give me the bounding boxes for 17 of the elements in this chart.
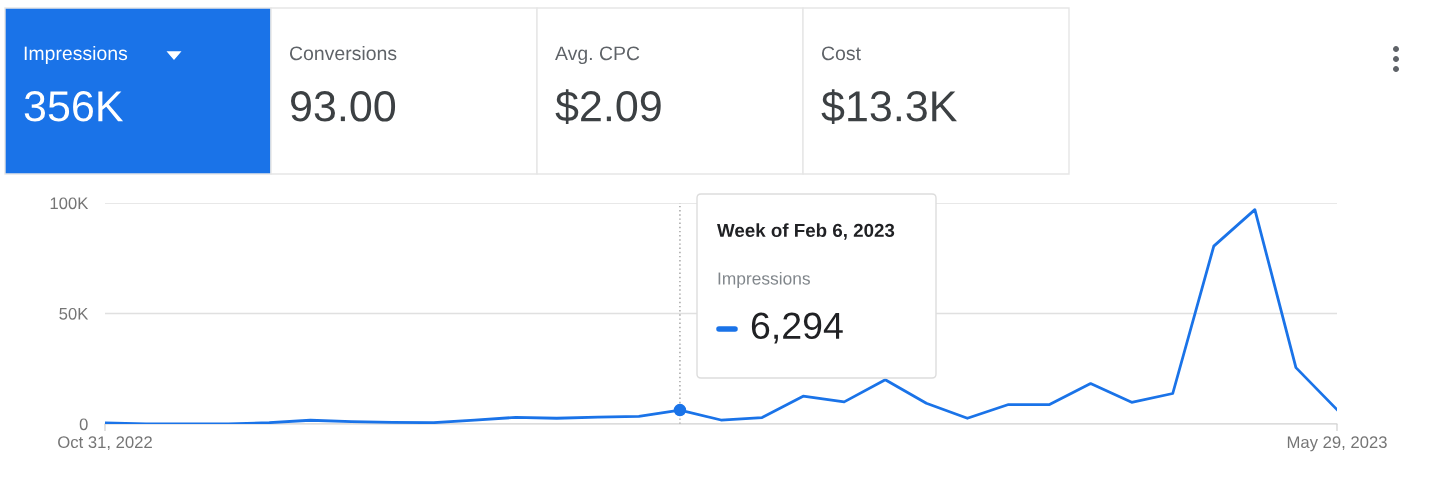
x-tick-label: Oct 31, 2022: [58, 436, 152, 451]
text: Conversions: [289, 45, 397, 61]
annotation: 6,294: [751, 312, 843, 344]
y-tick-label: 100K: [50, 197, 89, 210]
line-series: [105, 208, 1337, 424]
y-tick-label: 50K: [59, 307, 89, 320]
x-tick-label: May 29, 2023: [1287, 436, 1387, 452]
text: 93.00: [291, 91, 396, 122]
annotation: Week of Feb 6, 2023: [717, 223, 895, 240]
text: $13.3K: [821, 89, 957, 125]
text: Impressions: [24, 45, 128, 65]
text: Cost: [821, 46, 861, 61]
annotation: Impressions: [718, 271, 810, 289]
y-tick-label: 0: [79, 418, 88, 431]
text: Avg. CPC: [555, 46, 640, 65]
text: 356K: [24, 91, 124, 122]
text: $2.09: [555, 89, 661, 125]
